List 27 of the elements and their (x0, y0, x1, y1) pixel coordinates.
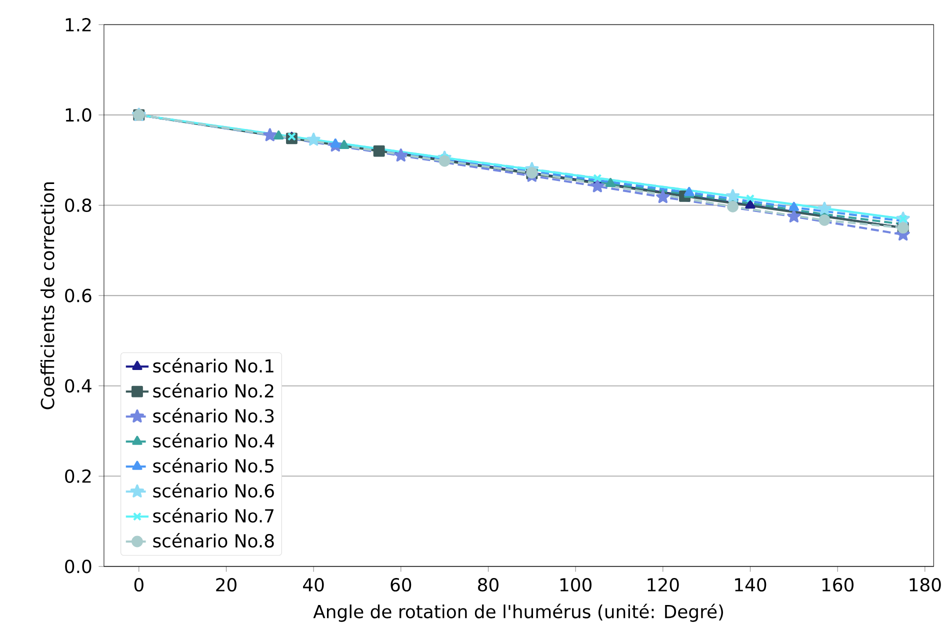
x-tick-label: 160 (822, 578, 854, 592)
x-tick-label: 60 (390, 578, 412, 592)
legend-label: scénario No.5 (153, 458, 274, 473)
y-tick-label: 0.0 (65, 560, 92, 574)
legend-label: scénario No.4 (153, 433, 274, 448)
legend-label: scénario No.2 (153, 383, 274, 398)
legend-label: scénario No.6 (153, 483, 274, 498)
legend-label: scénario No.1 (153, 358, 274, 373)
x-tick-label: 140 (735, 578, 766, 592)
y-axis-title: Coefficients de correction (40, 182, 54, 410)
legend-label: scénario No.7 (153, 508, 274, 523)
y-tick-label: 0.8 (65, 198, 92, 212)
x-tick-label: 120 (648, 578, 679, 592)
y-tick-label: 0.4 (65, 379, 92, 393)
x-tick-label: 80 (478, 578, 498, 592)
x-tick-label: 100 (560, 578, 592, 592)
legend-label: scénario No.3 (153, 408, 274, 423)
y-tick-label: 0.2 (65, 469, 91, 484)
x-axis-title: Angle de rotation de l'humérus (unité: Degré) (313, 604, 724, 622)
x-tick-label: 40 (303, 578, 324, 592)
x-tick-label: 20 (216, 578, 236, 592)
x-tick-label: 180 (910, 578, 941, 592)
x-tick-label: 0 (134, 578, 144, 592)
y-tick-label: 1.2 (66, 18, 91, 32)
y-tick-label: 0.6 (65, 288, 92, 302)
y-tick-label: 1.0 (66, 108, 92, 122)
legend-label: scénario No.8 (153, 533, 274, 548)
